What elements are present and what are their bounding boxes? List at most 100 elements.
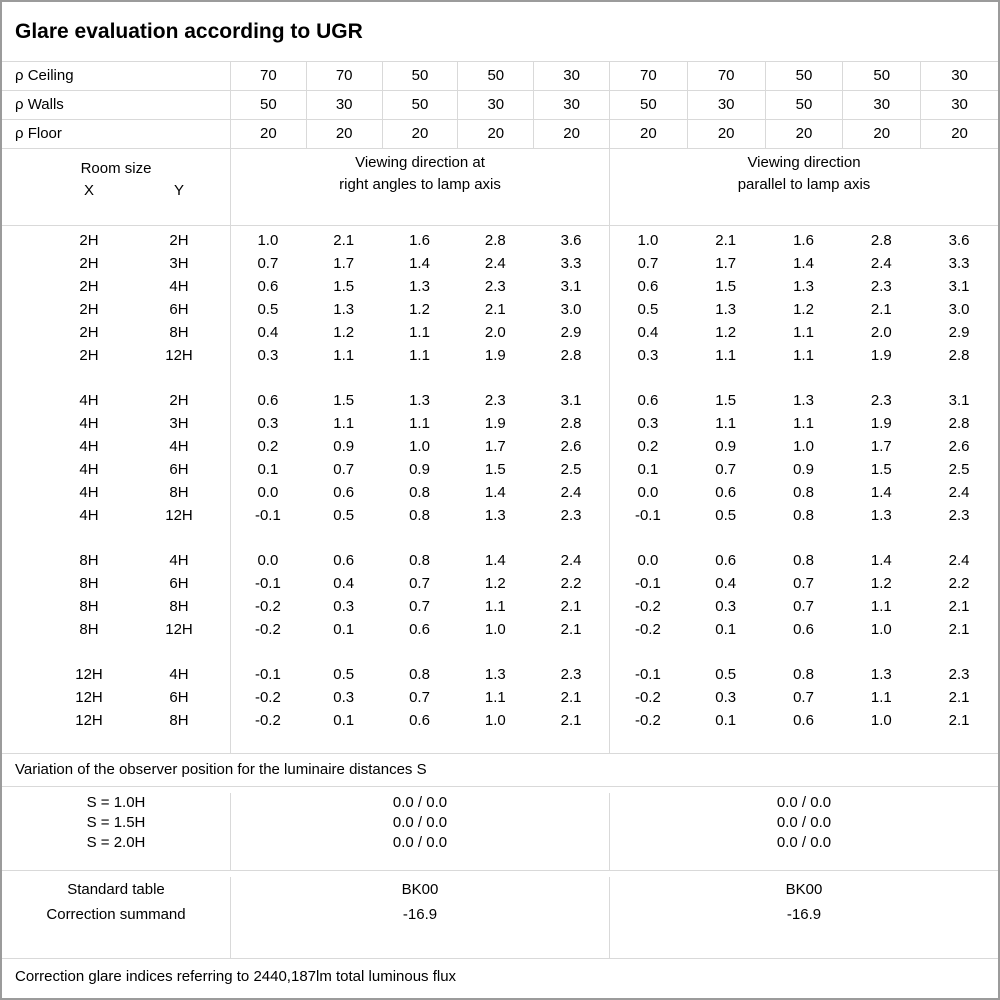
- room-x-value: 4H: [79, 461, 99, 478]
- room-x-value: 4H: [79, 438, 99, 455]
- room-x-value: 8H: [79, 621, 99, 638]
- reflectance-value: 30: [457, 91, 533, 119]
- ugr-value: 1.1: [793, 415, 814, 432]
- ugr-value: -0.2: [254, 598, 281, 615]
- ugr-values-right: -0.2 0.1 0.6 1.0 2.1: [609, 709, 998, 732]
- ugr-value: 0.7: [333, 461, 355, 478]
- ugr-values-left: 0.0 0.6 0.8 1.4 2.4: [230, 549, 609, 572]
- room-y-value: 4H: [169, 552, 189, 569]
- ugr-value: 3.3: [948, 255, 970, 272]
- ugr-value: -0.1: [254, 575, 281, 592]
- ugr-value: 2.1: [948, 621, 970, 638]
- ugr-value: 0.3: [257, 415, 279, 432]
- room-x-value: 2H: [79, 255, 99, 272]
- room-size-cell: 8H 12H: [2, 618, 230, 641]
- room-size-cell: 2H 2H: [2, 229, 230, 252]
- ugr-value: 1.5: [715, 392, 737, 409]
- ugr-value-grid: 2H 2H 1.0 2.1 1.6 2.8 3.6 1.0 2.1 1.6 2.8 3.6 2H 3H 0.…: [2, 225, 998, 753]
- reflectance-value: 70: [686, 62, 765, 90]
- ugr-value: 2.1: [560, 621, 582, 638]
- ugr-value: 0.6: [637, 278, 659, 295]
- ugr-value: 2.9: [560, 324, 582, 341]
- ugr-row: 8H 6H -0.1 0.4 0.7 1.2 2.2 -0.1 0.4 0.7 1.2 2.2: [2, 572, 998, 595]
- room-size-cell: 4H 2H: [2, 389, 230, 412]
- reflectance-value: 20: [920, 120, 998, 148]
- ugr-value: -0.1: [254, 507, 281, 524]
- ugr-value: 2.8: [484, 232, 506, 249]
- reflectance-value: 50: [764, 91, 843, 119]
- ugr-value: 0.2: [257, 438, 279, 455]
- room-y-value: 6H: [169, 301, 189, 318]
- ugr-value: 0.8: [793, 484, 814, 501]
- ugr-value: 0.4: [637, 324, 659, 341]
- reflectance-label: ρ Floor: [15, 125, 62, 142]
- room-size-cell: 8H 4H: [2, 549, 230, 572]
- reflectance-row: ρ Walls 50 30 50 30 30 50 30 50 30 30: [2, 90, 998, 119]
- ugr-value: 1.1: [793, 347, 814, 364]
- reflectance-rows: ρ Ceiling 70 70 50 50 30 70 70 50 50 30 ρ Walls 50 30…: [2, 61, 998, 148]
- ugr-value: -0.2: [634, 712, 661, 729]
- ugr-values-left: 0.6 1.5 1.3 2.3 3.1: [230, 389, 609, 412]
- reflectance-value: 50: [381, 62, 458, 90]
- ugr-value: 1.0: [870, 712, 892, 729]
- ugr-values-right: 0.7 1.7 1.4 2.4 3.3: [609, 252, 998, 275]
- ugr-value: 2.1: [948, 689, 970, 706]
- ugr-values-left: -0.2 0.3 0.7 1.1 2.1: [230, 595, 609, 618]
- ugr-values-right: 0.0 0.6 0.8 1.4 2.4: [609, 481, 998, 504]
- ugr-value: 0.3: [333, 598, 355, 615]
- ugr-value: 1.6: [793, 232, 814, 249]
- ugr-value: 1.9: [870, 347, 892, 364]
- ugr-value: 0.6: [793, 621, 814, 638]
- ugr-value: 0.5: [715, 507, 737, 524]
- ugr-value: 0.3: [257, 347, 279, 364]
- ugr-value: 0.6: [715, 552, 737, 569]
- ugr-value: 1.1: [870, 598, 892, 615]
- ugr-value: 0.0: [257, 552, 279, 569]
- reflectance-value: 30: [533, 91, 609, 119]
- observer-variation-section: S = 1.0H S = 1.5H S = 2.0H 0.0 / 0.0 0.0 / …: [2, 786, 998, 870]
- ugr-row: 2H 6H 0.5 1.3 1.2 2.1 3.0 0.5 1.3 1.2 2.1 3.0: [2, 298, 998, 321]
- room-x-value: 12H: [75, 712, 103, 729]
- s-distance-label: S = 1.5H: [86, 814, 146, 831]
- ugr-value: 0.0: [637, 484, 659, 501]
- reflectance-value: 70: [305, 62, 382, 90]
- ugr-value: 0.9: [793, 461, 814, 478]
- reflectance-value: 30: [842, 91, 920, 119]
- observer-variation-note: Variation of the observer position for t…: [2, 753, 998, 786]
- standard-correction-value: -16.9: [402, 906, 438, 923]
- ugr-row: 8H 8H -0.2 0.3 0.7 1.1 2.1 -0.2 0.3 0.7 1.1 2.1: [2, 595, 998, 618]
- reflectance-value: 30: [920, 62, 998, 90]
- ugr-value: 0.6: [257, 278, 279, 295]
- luminous-flux-note: Correction glare indices referring to 24…: [2, 958, 998, 998]
- ugr-value: 1.3: [409, 392, 430, 409]
- reflectance-value: 70: [230, 62, 306, 90]
- s-variation-value: 0.0 / 0.0: [392, 814, 448, 831]
- ugr-value: 2.4: [948, 552, 970, 569]
- room-x-value: 4H: [79, 392, 99, 409]
- room-size-label: Room size: [80, 160, 152, 177]
- ugr-value: 2.2: [560, 575, 582, 592]
- ugr-values-right: 0.2 0.9 1.0 1.7 2.6: [609, 435, 998, 458]
- s-distance-labels: S = 1.0H S = 1.5H S = 2.0H: [2, 793, 230, 870]
- ugr-value: 1.7: [870, 438, 892, 455]
- room-y-value: 2H: [169, 392, 189, 409]
- ugr-value: 0.7: [409, 575, 430, 592]
- ugr-value: 2.1: [560, 689, 582, 706]
- ugr-value: 1.1: [870, 689, 892, 706]
- ugr-value: 1.5: [870, 461, 892, 478]
- s-variation-value: 0.0 / 0.0: [776, 834, 832, 851]
- reflectance-value: 50: [230, 91, 306, 119]
- direction-header: Room size X Y Viewing direction at right…: [2, 148, 998, 225]
- ugr-value: 1.0: [484, 621, 506, 638]
- ugr-value: 1.2: [715, 324, 737, 341]
- ugr-value: 1.2: [793, 301, 814, 318]
- ugr-value: 0.6: [409, 621, 430, 638]
- ugr-values-right: -0.1 0.5 0.8 1.3 2.3: [609, 663, 998, 686]
- ugr-value: 1.0: [257, 232, 279, 249]
- room-x-value: 4H: [79, 415, 99, 432]
- room-x-value: 12H: [75, 689, 103, 706]
- standard-correction-value: BK00: [401, 881, 439, 898]
- ugr-value: 2.6: [560, 438, 582, 455]
- reflectance-value: 20: [764, 120, 843, 148]
- s-variation-value: 0.0 / 0.0: [776, 794, 832, 811]
